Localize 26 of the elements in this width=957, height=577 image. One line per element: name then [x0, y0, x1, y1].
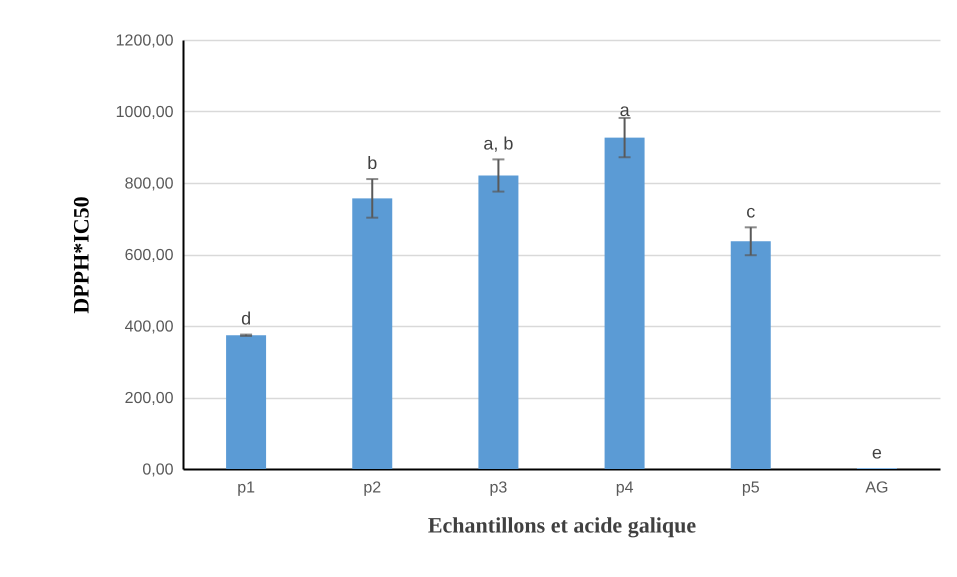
annotation: a, b [483, 133, 514, 154]
x-tick-label: AG [865, 480, 888, 496]
x-tick-label: p2 [363, 480, 382, 496]
x-axis-title: Echantillons et acide galique [428, 512, 696, 538]
annotation: a [620, 100, 631, 120]
y-tick-label: 1000,00 [116, 104, 174, 121]
y-axis-title: DPPH*IC50 [68, 196, 94, 314]
y-tick-label: 0,00 [142, 462, 174, 478]
bar [226, 335, 266, 469]
x-tick-label: p5 [742, 480, 760, 496]
y-tick-label: 200,00 [124, 390, 174, 407]
x-tick-label: p4 [616, 480, 634, 496]
annotation: c [746, 201, 756, 222]
y-tick-label: 400,00 [124, 318, 174, 336]
x-tick-label: p3 [490, 480, 508, 496]
bar [730, 241, 771, 469]
annotation: b [367, 153, 378, 174]
annotation: d [241, 308, 252, 329]
annotation: e [872, 442, 882, 462]
y-tick-label: 1200,00 [116, 32, 174, 50]
bar [352, 198, 392, 469]
x-tick-label: p1 [237, 480, 256, 496]
y-tick-label: 800,00 [124, 176, 174, 192]
y-tick-label: 600,00 [124, 247, 174, 264]
bar [604, 138, 645, 469]
bar [478, 175, 518, 469]
